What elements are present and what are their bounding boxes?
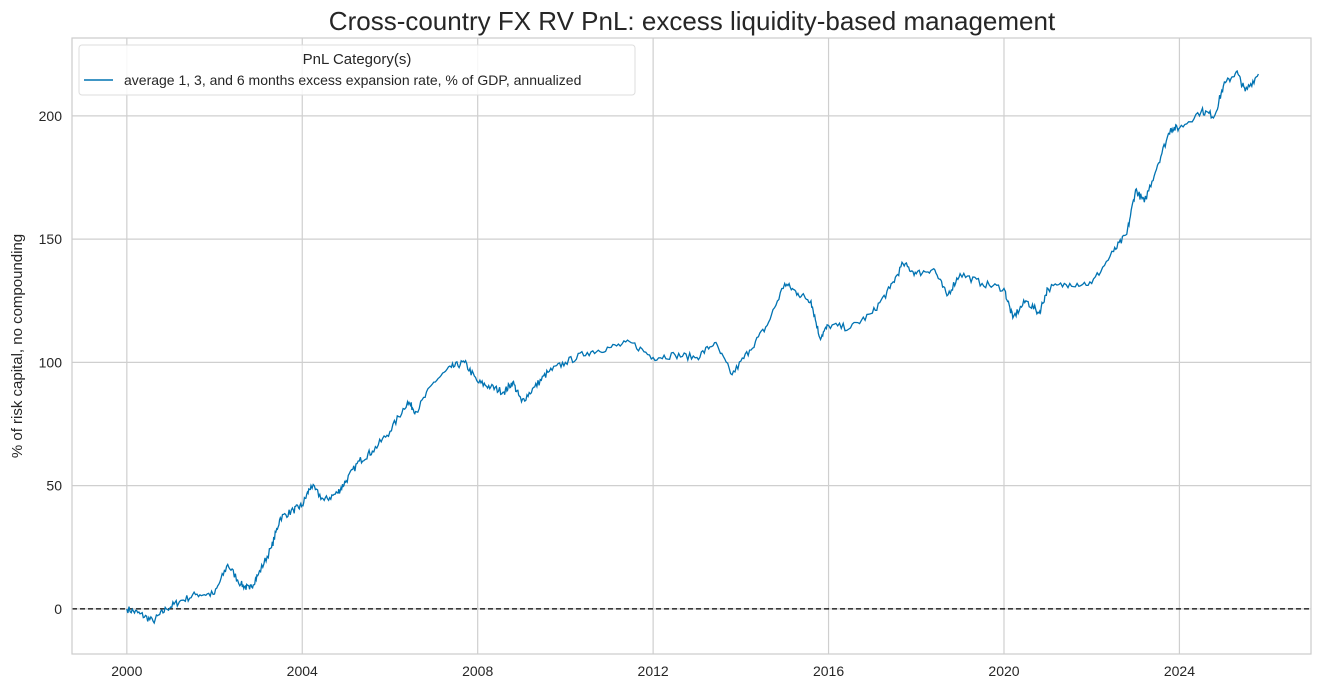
series-line — [126, 69, 1259, 625]
y-axis-label: % of risk capital, no compounding — [9, 234, 26, 458]
y-tick-label: 100 — [39, 354, 63, 370]
y-tick-label: 200 — [39, 108, 63, 124]
ticks: 2000 2004 2008 2012 2016 2020 2024 0 50 100 150 200 — [39, 108, 1196, 679]
x-tick-label: 2012 — [638, 663, 669, 679]
legend-title: PnL Category(s) — [303, 51, 412, 68]
x-tick-label: 2000 — [111, 663, 142, 679]
legend-entry: average 1, 3, and 6 months excess expans… — [124, 72, 581, 88]
y-tick-label: 150 — [39, 231, 63, 247]
grid — [72, 38, 1311, 654]
chart-title: Cross-country FX RV PnL: excess liquidit… — [329, 6, 1056, 36]
y-tick-label: 0 — [54, 601, 62, 617]
y-tick-label: 50 — [46, 478, 62, 494]
x-tick-label: 2008 — [462, 663, 493, 679]
legend-box — [78, 44, 636, 96]
plot-frame — [71, 37, 1312, 655]
x-tick-label: 2020 — [988, 663, 1019, 679]
legend: PnL Category(s) average 1, 3, and 6 mont… — [78, 44, 636, 96]
x-tick-label: 2016 — [813, 663, 844, 679]
x-tick-label: 2004 — [287, 663, 318, 679]
x-tick-label: 2024 — [1164, 663, 1195, 679]
